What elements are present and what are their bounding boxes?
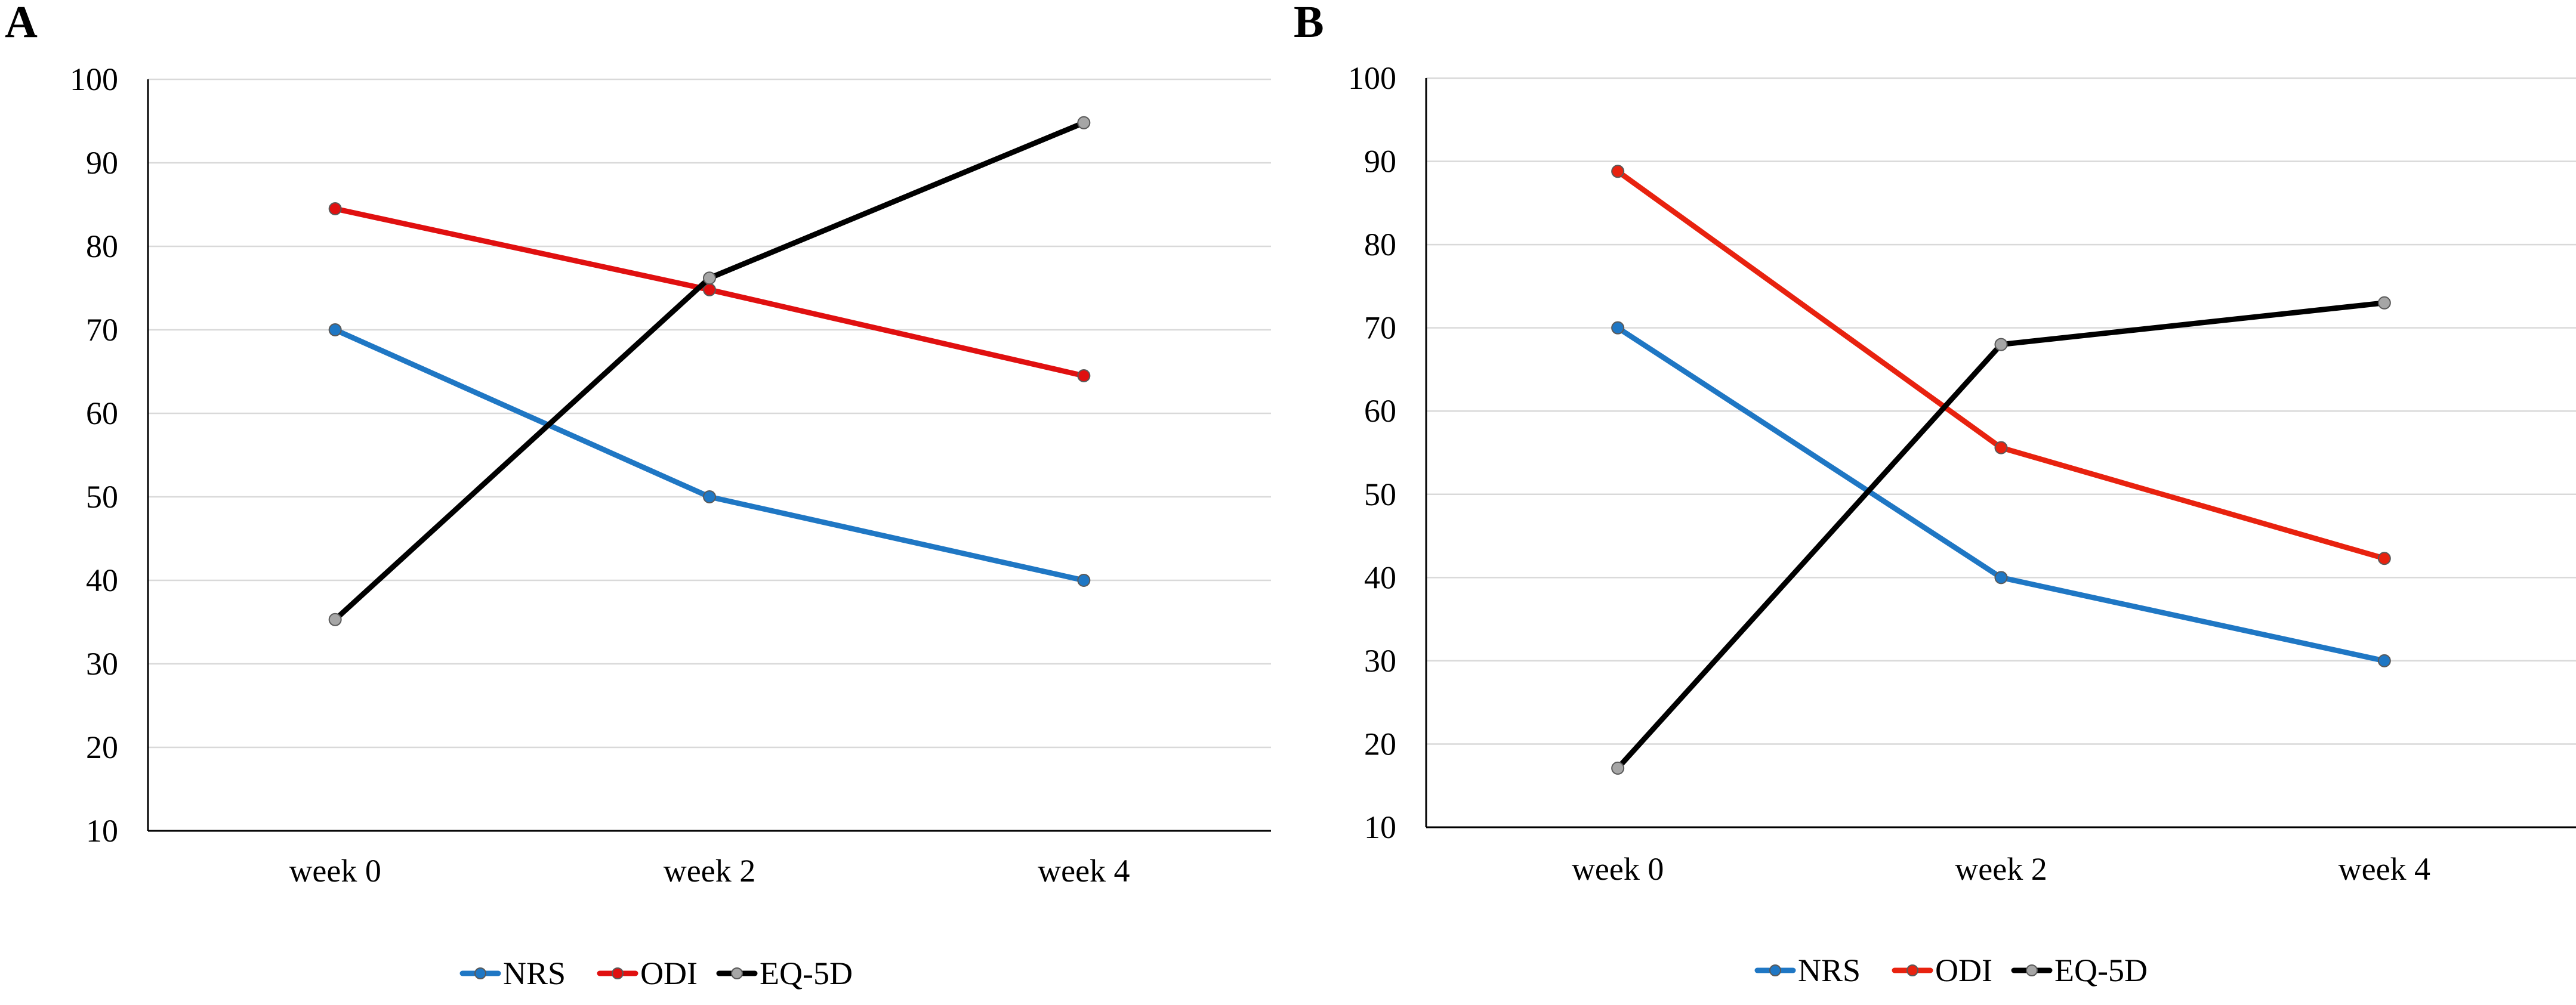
data-point-nrs bbox=[1994, 571, 2008, 585]
y-tick-label: 90 bbox=[1364, 144, 1396, 180]
x-tick-label: week 4 bbox=[1038, 853, 1130, 889]
series-line-nrs bbox=[332, 327, 1087, 583]
x-tick-label: week 4 bbox=[2339, 851, 2430, 887]
y-tick-label: 70 bbox=[1364, 310, 1396, 346]
y-tick-label: 10 bbox=[1364, 809, 1396, 845]
y-tick-label: 30 bbox=[86, 646, 118, 682]
data-point-odi bbox=[1994, 441, 2008, 454]
y-tick-label: 80 bbox=[1364, 227, 1396, 262]
legend-swatch-marker bbox=[2026, 964, 2038, 976]
legend-label: ODI bbox=[1935, 953, 1992, 988]
series-line-eq-5d bbox=[332, 120, 1087, 623]
y-tick-label: 60 bbox=[86, 395, 118, 431]
data-point-eq-5d bbox=[1611, 761, 1625, 775]
y-tick-label: 100 bbox=[70, 61, 118, 97]
legend-swatch-marker bbox=[474, 967, 486, 979]
legend-label: NRS bbox=[503, 955, 566, 991]
y-tick-label: 40 bbox=[1364, 559, 1396, 595]
legend-label: NRS bbox=[1798, 953, 1861, 988]
legend-swatch-marker bbox=[1906, 964, 1918, 976]
y-tick-label: 60 bbox=[1364, 393, 1396, 429]
data-point-eq-5d bbox=[328, 613, 342, 626]
series-line-eq-5d bbox=[1615, 300, 2387, 771]
legend-swatch-marker bbox=[1769, 964, 1781, 976]
x-tick-label: week 0 bbox=[1572, 851, 1664, 887]
panel-label-b: B bbox=[1294, 0, 1324, 47]
y-tick-label: 10 bbox=[86, 813, 118, 849]
y-tick-label: 20 bbox=[86, 729, 118, 765]
y-tick-label: 50 bbox=[1364, 477, 1396, 512]
legend-label: EQ-5D bbox=[760, 955, 853, 991]
data-point-odi bbox=[1611, 165, 1625, 178]
legend-swatch-marker bbox=[731, 967, 743, 979]
data-point-nrs bbox=[703, 490, 716, 503]
x-tick-label: week 2 bbox=[664, 853, 755, 889]
panel-label-a: A bbox=[5, 0, 38, 47]
chart-panel-a: A 10 20 30 40 50 60 70 80 90 100 week 0 week 2 week … bbox=[5, 0, 1271, 991]
y-tick-label: 100 bbox=[1348, 60, 1396, 96]
y-tick-label: 20 bbox=[1364, 726, 1396, 762]
y-tick-label: 70 bbox=[86, 312, 118, 348]
series-line-odi bbox=[1615, 168, 2387, 561]
y-tick-label: 30 bbox=[1364, 643, 1396, 679]
legend-swatch-marker bbox=[612, 967, 624, 979]
legend-label: ODI bbox=[640, 955, 698, 991]
data-point-odi bbox=[703, 283, 716, 296]
y-tick-label: 90 bbox=[86, 145, 118, 181]
y-tick-label: 40 bbox=[86, 562, 118, 598]
data-point-eq-5d bbox=[1077, 116, 1091, 129]
data-point-eq-5d bbox=[2377, 296, 2391, 310]
data-point-odi bbox=[2377, 552, 2391, 565]
x-tick-label: week 2 bbox=[1955, 851, 2047, 887]
data-point-eq-5d bbox=[1994, 338, 2008, 351]
data-point-eq-5d bbox=[703, 271, 716, 285]
data-point-odi bbox=[328, 202, 342, 215]
chart-panel-b: B 10 20 30 40 50 60 70 80 90 100 week 0 week 2 week … bbox=[1294, 0, 2576, 988]
data-point-nrs bbox=[2377, 654, 2391, 667]
x-tick-label: week 0 bbox=[289, 853, 381, 889]
y-tick-label: 50 bbox=[86, 479, 118, 515]
data-point-nrs bbox=[1077, 574, 1091, 587]
legend-label: EQ-5D bbox=[2054, 953, 2148, 988]
data-point-nrs bbox=[1611, 321, 1625, 335]
data-point-odi bbox=[1077, 369, 1091, 382]
data-point-nrs bbox=[328, 323, 342, 336]
y-tick-label: 80 bbox=[86, 228, 118, 264]
